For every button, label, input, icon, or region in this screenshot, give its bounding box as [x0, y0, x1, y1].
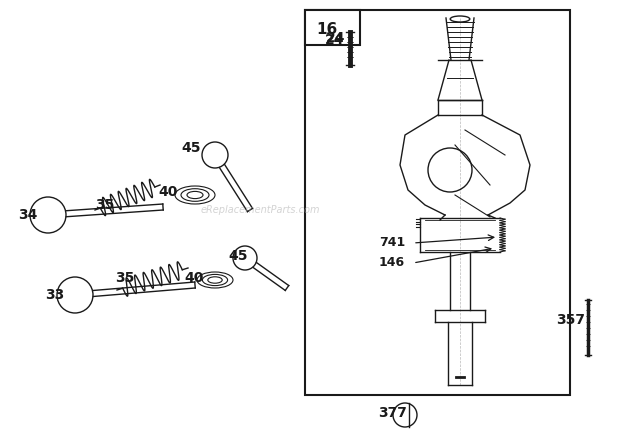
Bar	[305, 10, 570, 395]
Text: 35: 35	[115, 271, 135, 285]
Text: 741: 741	[379, 235, 405, 248]
Text: 24: 24	[326, 33, 345, 47]
Text: 45: 45	[228, 249, 248, 263]
Text: 146: 146	[379, 256, 405, 268]
Bar	[305, 10, 360, 45]
Text: 357: 357	[557, 313, 585, 327]
Text: 40: 40	[184, 271, 204, 285]
Text: 40: 40	[158, 185, 178, 199]
Text: 16: 16	[316, 22, 338, 37]
Text: 24: 24	[326, 31, 346, 45]
Text: 35: 35	[95, 198, 115, 212]
Text: 45: 45	[181, 141, 201, 155]
Text: eReplacementParts.com: eReplacementParts.com	[201, 205, 320, 215]
Text: 34: 34	[19, 208, 38, 222]
Text: 377: 377	[379, 406, 407, 420]
Text: 33: 33	[45, 288, 64, 302]
